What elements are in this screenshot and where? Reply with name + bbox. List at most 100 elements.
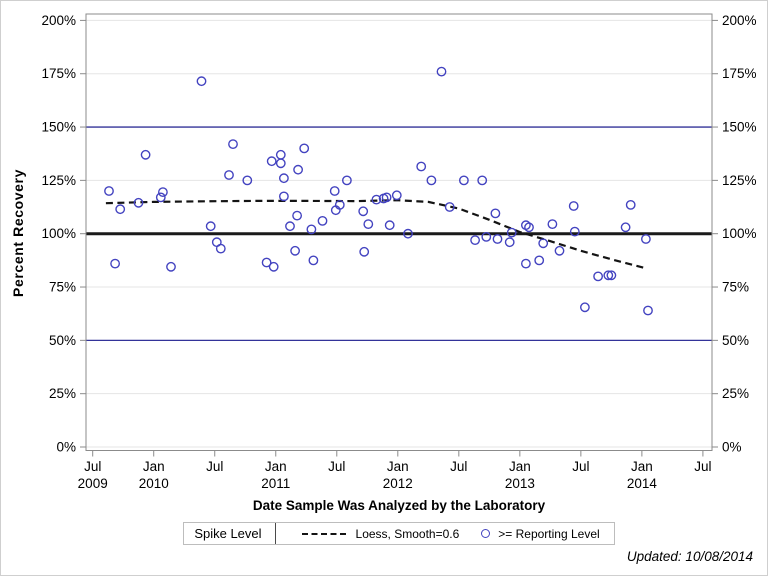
x-tick-label: Jan	[631, 459, 653, 474]
legend-label-reporting-level: >= Reporting Level	[498, 526, 600, 541]
scatter-point	[384, 220, 395, 231]
y-tick-label: 125%	[722, 173, 757, 188]
scatter-point	[458, 175, 469, 186]
scatter-point	[308, 255, 319, 266]
x-tick-year-label: 2009	[78, 476, 108, 491]
y-tick-label: 50%	[722, 333, 749, 348]
x-tick-label: Jan	[509, 459, 531, 474]
y-tick-label: 200%	[722, 13, 757, 28]
x-tick-label: Jul	[206, 459, 223, 474]
scatter-point	[477, 175, 488, 186]
scatter-point	[426, 175, 437, 186]
scatter-point	[285, 221, 295, 232]
y-tick-label: 25%	[49, 386, 76, 401]
x-tick-label: Jul	[328, 459, 345, 474]
legend: Spike Level Loess, Smooth=0.6 >= Reporti…	[86, 522, 712, 545]
scatter-point	[290, 245, 300, 256]
x-tick-label: Jul	[84, 459, 101, 474]
scatter-point	[391, 190, 402, 201]
loess-curve	[105, 199, 647, 270]
scatter-point	[416, 161, 427, 172]
plot-frame	[85, 13, 713, 451]
scatter-point	[580, 302, 590, 313]
y-axis-title: Percent Recovery	[10, 169, 26, 297]
scatter-point	[196, 76, 207, 87]
scatter-point	[275, 149, 286, 160]
scatter-point	[275, 158, 286, 169]
scatter-point	[603, 270, 614, 281]
scatter-point	[166, 261, 176, 272]
scatter-point	[358, 206, 369, 217]
x-tick-year-label: 2010	[139, 476, 169, 491]
scatter-point	[334, 199, 345, 210]
x-tick-label: Jan	[143, 459, 165, 474]
x-tick-year-label: 2014	[627, 476, 658, 491]
scatter-point	[299, 143, 310, 154]
scatter-point	[363, 219, 374, 230]
y-tick-label: 25%	[722, 386, 749, 401]
legend-title: Spike Level	[184, 523, 276, 544]
y-tick-label: 0%	[722, 440, 742, 455]
scatter-point	[242, 175, 253, 186]
x-axis-title: Date Sample Was Analyzed by the Laborato…	[253, 498, 546, 513]
scatter-point	[444, 202, 455, 212]
scatter-point	[568, 201, 579, 211]
scatter-point	[104, 186, 114, 196]
scatter-point	[292, 210, 302, 221]
x-tick-year-label: 2011	[261, 476, 290, 491]
x-tick-label: Jul	[694, 459, 711, 474]
y-tick-label: 75%	[49, 280, 76, 295]
x-tick-label: Jul	[450, 459, 467, 474]
scatter-point	[554, 245, 565, 256]
scatter-point	[403, 228, 413, 239]
scatter-point	[538, 238, 549, 249]
y-tick-label: 150%	[41, 120, 76, 135]
scatter-point	[205, 221, 216, 232]
scatter-point	[224, 170, 234, 180]
scatter-point	[371, 194, 382, 205]
scatter-point	[606, 270, 617, 281]
scatter-point	[278, 173, 289, 184]
scatter-point	[155, 192, 166, 203]
scatter-point	[625, 199, 636, 210]
scatter-point	[490, 208, 501, 219]
scatter-point	[306, 224, 317, 235]
scatter-point	[534, 255, 545, 266]
scatter-point	[470, 235, 480, 246]
scatter-point	[643, 305, 653, 316]
scatter-point	[524, 222, 534, 233]
scatter-point	[547, 219, 558, 230]
scatter-point	[317, 215, 328, 226]
scatter-point	[140, 149, 151, 160]
y-tick-label: 175%	[41, 66, 76, 81]
legend-box: Spike Level Loess, Smooth=0.6 >= Reporti…	[183, 522, 615, 545]
y-tick-label: 100%	[41, 226, 76, 241]
scatter-point	[521, 258, 531, 269]
loess-line-sample-icon	[301, 532, 346, 535]
scatter-point	[261, 257, 272, 268]
scatter-point	[492, 234, 503, 244]
y-tick-label: 50%	[49, 333, 76, 348]
scatter-point	[569, 226, 580, 237]
scatter-point	[278, 191, 289, 202]
y-tick-label: 125%	[41, 173, 76, 188]
scatter-point	[359, 246, 370, 257]
scatter-point	[506, 227, 517, 238]
scatter-point	[341, 175, 352, 186]
scatter-point	[593, 271, 603, 282]
scatter-point	[293, 164, 303, 175]
scatter-point	[157, 187, 168, 198]
y-tick-label: 175%	[722, 66, 757, 81]
scatter-point	[436, 66, 447, 77]
x-tick-year-label: 2013	[505, 476, 535, 491]
scatter-point	[620, 222, 631, 233]
scatter-point	[268, 261, 279, 272]
scatter-point	[481, 231, 492, 242]
legend-items: Loess, Smooth=0.6 >= Reporting Level	[276, 523, 614, 544]
reporting-level-marker-icon	[481, 529, 491, 538]
x-tick-year-label: 2012	[383, 476, 413, 491]
scatter-point	[641, 234, 651, 244]
scatter-point	[504, 237, 515, 248]
x-tick-label: Jul	[572, 459, 589, 474]
